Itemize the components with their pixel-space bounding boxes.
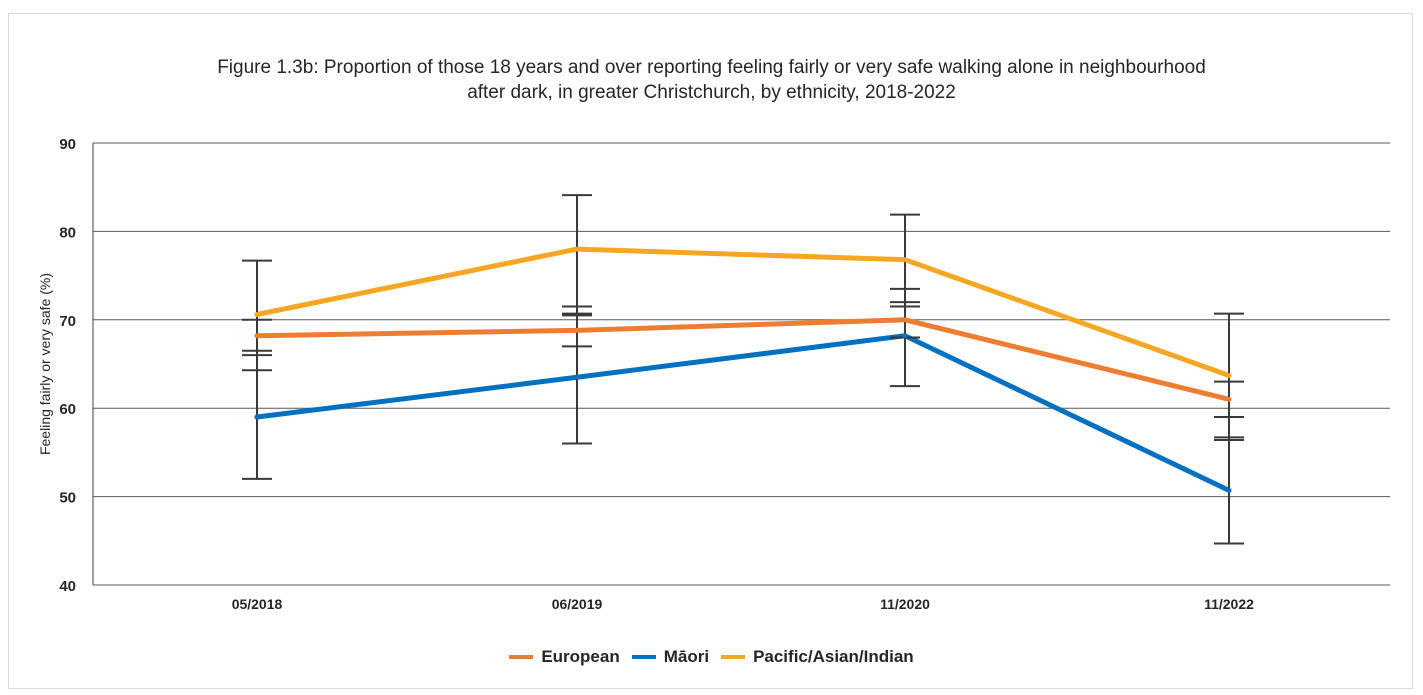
y-axis-label: Feeling fairly or very safe (%): [37, 273, 53, 455]
x-tick-label: 06/2019: [552, 596, 603, 612]
data-point: [1226, 487, 1232, 493]
chart-title-line-1: Figure 1.3b: Proportion of those 18 year…: [217, 57, 1206, 78]
data-point: [574, 374, 580, 380]
x-tick-label: 11/2022: [1204, 596, 1254, 612]
legend-swatch: [721, 655, 746, 659]
legend-item: European: [509, 647, 620, 667]
data-point: [902, 257, 908, 263]
y-tick-label: 90: [59, 136, 76, 153]
data-point: [902, 333, 908, 339]
data-point: [254, 311, 260, 317]
legend-swatch: [631, 655, 656, 659]
data-point: [574, 246, 580, 252]
chart-title: Figure 1.3b: Proportion of those 18 year…: [0, 55, 1423, 105]
series-line-european: [254, 317, 1232, 402]
data-point: [254, 414, 260, 420]
data-point: [1226, 372, 1232, 378]
data-point: [254, 333, 260, 339]
series-line-m-ori: [254, 333, 1232, 493]
legend-swatch: [509, 655, 534, 659]
y-tick-label: 60: [59, 401, 76, 418]
legend-item: Māori: [631, 647, 710, 667]
data-point: [574, 327, 580, 333]
data-point: [1226, 396, 1232, 402]
data-point: [902, 317, 908, 323]
x-tick-label: 05/2018: [232, 596, 283, 612]
series-line-pacific-asian-indian: [254, 246, 1232, 378]
y-tick-label: 80: [59, 224, 76, 241]
legend-label: Pacific/Asian/Indian: [753, 647, 914, 666]
y-tick-label: 70: [59, 313, 76, 330]
y-tick-label: 50: [59, 490, 76, 507]
legend-item: Pacific/Asian/Indian: [721, 647, 914, 667]
legend: European Māori Pacific/Asian/Indian: [0, 647, 1423, 667]
legend-label: Māori: [663, 647, 710, 666]
legend-label: European: [541, 647, 620, 666]
y-tick-label: 40: [59, 578, 76, 595]
chart-title-line-2: after dark, in greater Christchurch, by …: [467, 82, 956, 103]
x-tick-label: 11/2020: [880, 596, 930, 612]
